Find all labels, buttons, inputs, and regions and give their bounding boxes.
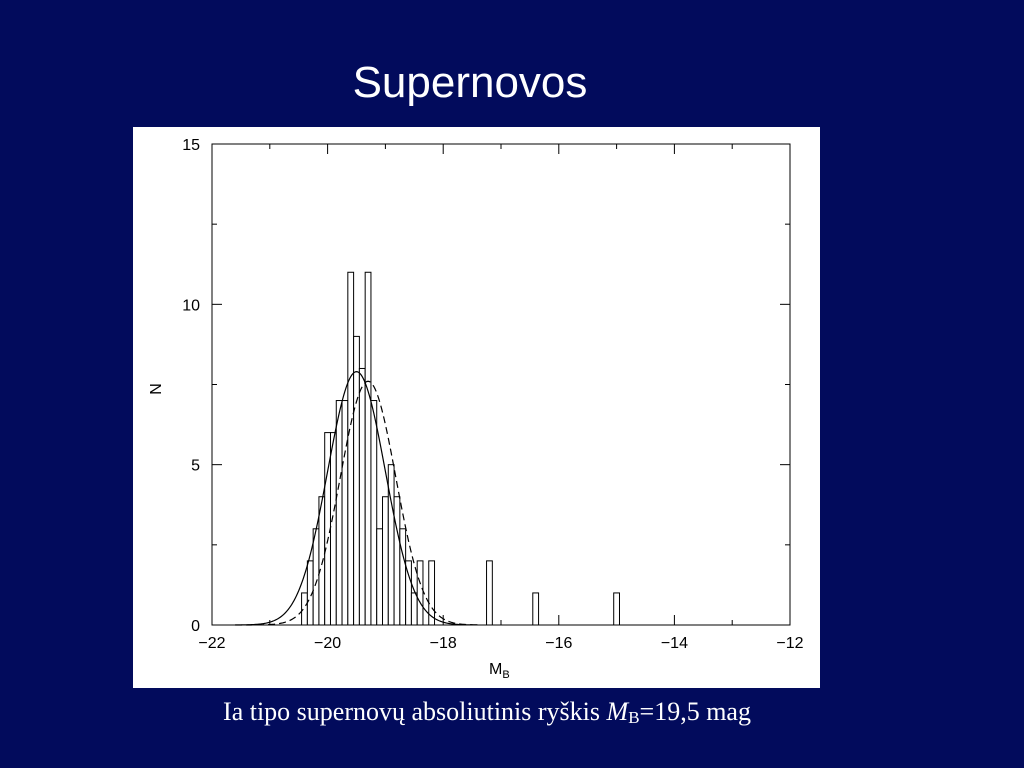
axis-labels: MB N <box>148 383 510 681</box>
slide-title: Supernovos <box>352 58 588 107</box>
histogram-svg: −22 −20 −18 −16 −14 −12 0 5 10 15 MB N <box>148 137 804 681</box>
caption-variable: M <box>606 697 629 726</box>
histogram-bar <box>318 496 326 626</box>
histogram-bar <box>347 271 355 626</box>
histogram-bar <box>364 271 372 626</box>
histogram-bar <box>416 560 424 626</box>
y-tick-label: 5 <box>191 458 200 475</box>
histogram-bar <box>399 528 407 626</box>
gaussian-curves <box>235 371 478 626</box>
x-tick-label: −14 <box>661 635 688 652</box>
histogram-bar <box>329 432 337 626</box>
caption-suffix: =19,5 mag <box>639 697 751 726</box>
histogram-bar <box>486 560 493 626</box>
axes: −22 −20 −18 −16 −14 −12 0 5 10 15 <box>182 137 803 652</box>
histogram-bar <box>376 528 384 626</box>
y-tick-label: 15 <box>182 137 200 154</box>
histogram-bar <box>301 592 308 626</box>
caption-prefix: Ia tipo supernovų absoliutinis ryškis <box>223 697 607 726</box>
gaussian-curve-dashed <box>235 380 478 626</box>
histogram-bar <box>335 400 343 626</box>
histogram-bar <box>428 560 436 626</box>
y-axis-label: N <box>148 383 165 395</box>
histogram-bar <box>405 560 412 626</box>
x-tick-label: −22 <box>198 635 225 652</box>
histogram-bar <box>613 592 620 626</box>
gaussian-curve-solid <box>235 371 478 626</box>
y-tick-label: 0 <box>191 618 200 635</box>
histogram-chart: −22 −20 −18 −16 −14 −12 0 5 10 15 MB N <box>133 127 820 688</box>
histogram-bar <box>353 335 360 626</box>
x-tick-label: −18 <box>430 635 457 652</box>
plot-frame <box>211 143 791 626</box>
x-tick-label: −12 <box>776 635 803 652</box>
histogram-bar <box>358 367 366 626</box>
x-tick-label: −20 <box>314 635 341 652</box>
histogram-bar <box>341 400 349 626</box>
histogram-bar <box>382 496 389 626</box>
histogram-bar <box>370 400 378 626</box>
histogram-bar <box>410 592 418 626</box>
histogram-bar <box>393 496 401 626</box>
x-tick-label: −16 <box>545 635 572 652</box>
caption-variable-subscript: B <box>628 708 640 727</box>
histogram-bars <box>301 271 620 626</box>
slide-caption: Ia tipo supernovų absoliutinis ryškis MB… <box>0 697 974 728</box>
histogram-bar <box>312 528 320 626</box>
x-axis-label: MB <box>489 661 510 681</box>
y-tick-label: 10 <box>182 297 200 314</box>
histogram-bar <box>532 592 540 626</box>
